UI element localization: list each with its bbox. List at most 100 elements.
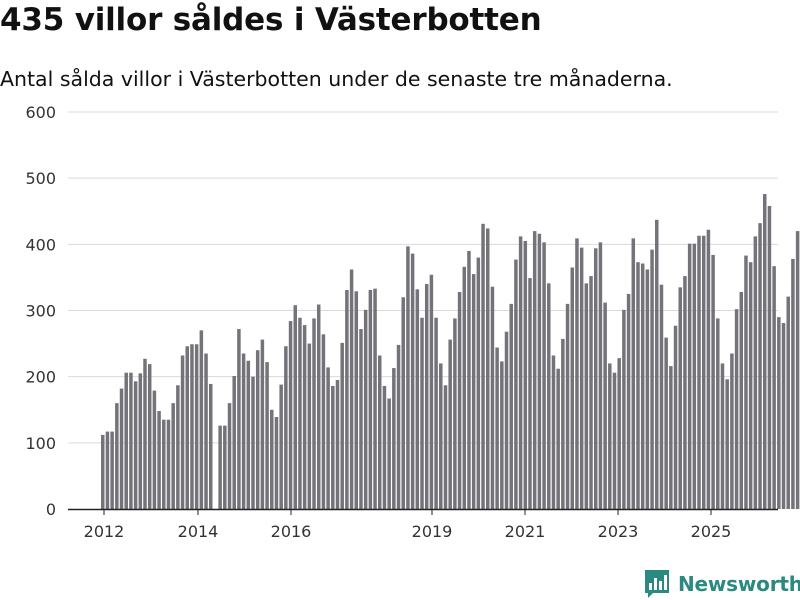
bar — [162, 419, 166, 509]
bar — [532, 231, 537, 509]
bar — [429, 274, 434, 509]
bar — [523, 241, 528, 509]
y-tick-label: 400 — [25, 235, 56, 254]
bar — [105, 431, 110, 509]
bar — [378, 355, 382, 509]
y-tick-label: 200 — [25, 368, 56, 387]
bar — [753, 236, 758, 509]
bar — [556, 368, 560, 509]
bar — [725, 379, 729, 509]
bar — [147, 364, 152, 509]
bar — [673, 325, 678, 509]
bar — [401, 297, 405, 509]
bar — [218, 425, 222, 509]
chart-subtitle: Antal sålda villor i Västerbotten under … — [0, 67, 673, 91]
bar — [307, 343, 312, 509]
x-tick-label: 2012 — [84, 522, 125, 541]
bar — [363, 309, 368, 509]
bar — [518, 236, 523, 509]
bar — [786, 296, 790, 509]
bar — [659, 284, 664, 509]
bar — [298, 317, 302, 509]
bar — [462, 266, 467, 509]
x-tick-label: 2025 — [691, 522, 732, 541]
bar — [636, 262, 640, 509]
bar — [645, 269, 650, 509]
bar — [227, 403, 232, 509]
bar — [575, 238, 579, 509]
bar — [589, 276, 593, 509]
bar — [138, 373, 143, 509]
bar — [270, 409, 274, 509]
x-tick-label: 2014 — [178, 522, 219, 541]
bar — [133, 381, 138, 509]
bar — [293, 305, 297, 509]
x-tick-label: 2023 — [598, 522, 639, 541]
bar — [603, 302, 607, 509]
bar — [119, 388, 124, 509]
y-tick-label: 500 — [25, 169, 56, 188]
bar — [500, 361, 504, 509]
bar — [241, 353, 246, 509]
bar — [706, 229, 711, 509]
bar — [453, 318, 457, 509]
bar — [777, 317, 781, 509]
bar — [561, 338, 565, 509]
y-tick-label: 600 — [25, 103, 56, 122]
bar — [593, 248, 598, 510]
bar — [631, 238, 636, 509]
bar — [772, 266, 776, 509]
bar — [612, 372, 617, 509]
bar — [152, 390, 157, 509]
bar — [664, 337, 668, 509]
bar — [340, 342, 344, 509]
bar — [655, 219, 659, 509]
bar — [701, 235, 706, 510]
bar — [748, 262, 753, 509]
bar — [565, 303, 570, 509]
bar — [255, 350, 260, 509]
bar — [166, 419, 171, 509]
bar — [392, 368, 396, 509]
bar — [739, 291, 744, 509]
bar — [185, 346, 190, 509]
bar — [537, 233, 542, 509]
bar — [410, 253, 415, 509]
bar — [547, 283, 551, 509]
x-tick-label: 2016 — [271, 522, 312, 541]
bar — [767, 205, 772, 509]
newsworthy-logo-icon — [645, 570, 669, 598]
bar — [406, 246, 410, 509]
bar — [387, 398, 391, 509]
bar — [570, 267, 574, 509]
bar — [687, 243, 692, 510]
bar — [579, 247, 584, 509]
bar — [171, 403, 175, 509]
bar — [260, 339, 265, 509]
bar — [490, 286, 495, 509]
bar — [434, 317, 438, 509]
bar — [626, 293, 631, 509]
bar — [795, 231, 800, 509]
bar — [190, 344, 194, 509]
bar — [669, 366, 673, 509]
bar — [467, 250, 471, 509]
bar — [584, 283, 589, 509]
bar — [509, 303, 513, 509]
bar — [692, 243, 697, 510]
bar — [640, 263, 645, 509]
bar — [194, 344, 199, 509]
bar — [481, 223, 485, 509]
bar — [711, 254, 715, 509]
bar — [617, 358, 621, 509]
bar — [157, 411, 161, 509]
bar — [321, 334, 326, 509]
bar — [302, 325, 307, 509]
bar — [551, 355, 556, 509]
bar — [598, 242, 603, 509]
bar — [368, 289, 373, 509]
bar — [208, 383, 213, 509]
bar — [495, 347, 499, 509]
bar — [345, 289, 349, 509]
bar — [335, 379, 340, 509]
